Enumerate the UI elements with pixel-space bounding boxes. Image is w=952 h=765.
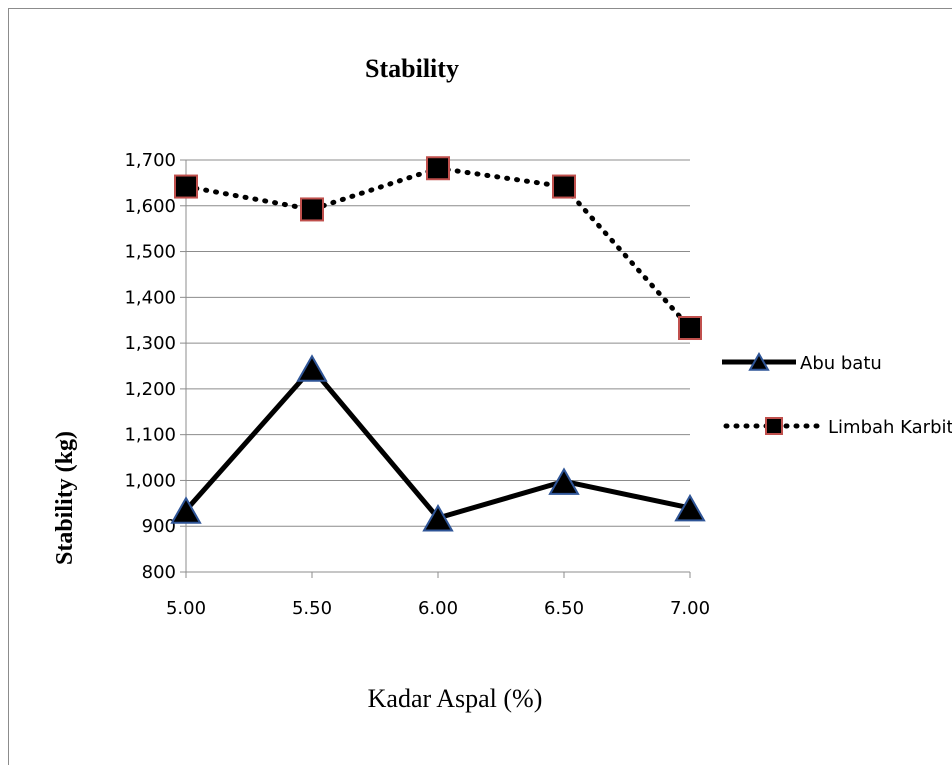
- series-abu-batu: [170, 354, 706, 532]
- y-tick-label: 1,100: [124, 425, 176, 446]
- data-point-square: [426, 156, 450, 181]
- y-tick-label: 1,400: [124, 287, 176, 308]
- x-tick-label: 6.50: [544, 598, 584, 619]
- legend-label: Abu batu: [800, 353, 882, 374]
- data-point-triangle: [170, 496, 202, 524]
- y-tick-labels: 800 900 1,000 1,100 1,200 1,300 1,400 1,500 1,60…: [124, 150, 176, 583]
- data-point-triangle: [296, 354, 328, 382]
- data-point-square: [552, 174, 576, 199]
- data-point-square: [678, 316, 702, 341]
- series-limbah-karbit: [174, 156, 702, 341]
- legend-item-abu-batu: Abu batu: [722, 351, 882, 374]
- data-point-square: [300, 197, 324, 222]
- x-tick-label: 5.00: [166, 598, 206, 619]
- legend-marker-square: [765, 417, 783, 435]
- y-tick-label: 1,500: [124, 242, 176, 263]
- y-tick-label: 1,600: [124, 196, 176, 217]
- y-tick-label: 1,000: [124, 470, 176, 491]
- x-axis-label: Kadar Aspal (%): [368, 684, 543, 713]
- x-tick-labels: 5.00 5.50 6.00 6.50 7.00: [166, 598, 710, 619]
- x-tick-label: 7.00: [670, 598, 710, 619]
- chart-frame: [8, 8, 952, 765]
- data-point-triangle: [674, 493, 706, 522]
- data-point-triangle: [422, 503, 454, 532]
- chart-title: Stability: [365, 54, 459, 83]
- y-axis-label: Stability (kg): [52, 431, 78, 565]
- legend-label: Limbah Karbit: [828, 417, 952, 438]
- y-tick-label: 1,300: [124, 333, 176, 354]
- series-layer: [170, 156, 706, 532]
- legend-marker-triangle: [748, 351, 770, 371]
- gridlines: [186, 159, 690, 527]
- series-line: [183, 165, 693, 331]
- y-tick-label: 900: [142, 516, 176, 537]
- x-tick-label: 5.50: [292, 598, 332, 619]
- data-point-triangle: [548, 467, 580, 495]
- y-tick-label: 1,200: [124, 379, 176, 400]
- series-line: [184, 365, 691, 521]
- x-tick-label: 6.00: [418, 598, 458, 619]
- y-tick-label: 800: [142, 562, 176, 583]
- legend: Abu batu Limbah Karbit: [722, 351, 952, 438]
- legend-item-limbah-karbit: Limbah Karbit: [723, 417, 952, 438]
- y-tick-label: 1,700: [124, 150, 176, 171]
- data-point-square: [174, 174, 198, 199]
